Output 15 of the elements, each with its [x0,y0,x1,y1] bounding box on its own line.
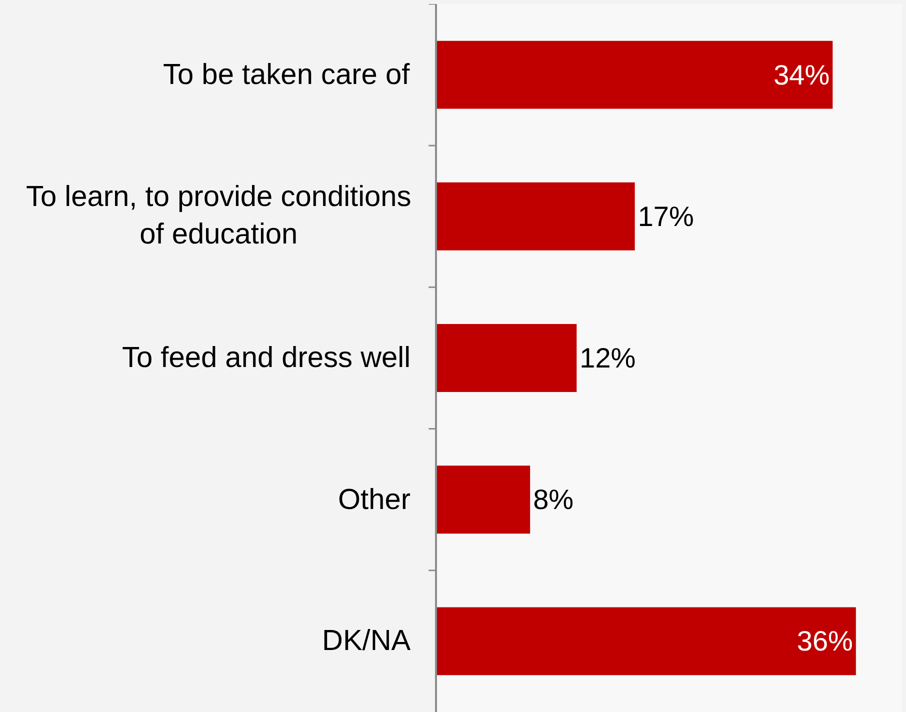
data-label: 12% [580,342,636,374]
data-label: 34% [774,59,830,90]
y-tick-label: To learn, to provide conditions of education [26,181,412,251]
data-label: 17% [638,200,694,232]
bar [437,182,635,250]
bar [437,607,856,676]
y-tick-label: To be taken care of [163,59,411,91]
y-tick-label: Other [338,484,411,516]
y-tick-label: To feed and dress well [122,342,411,374]
data-label: 36% [796,626,853,657]
data-label: 8% [533,484,574,516]
bar [437,324,577,392]
y-tick-label: DK/NA [322,625,412,657]
bar [437,466,530,534]
bar [437,40,833,109]
